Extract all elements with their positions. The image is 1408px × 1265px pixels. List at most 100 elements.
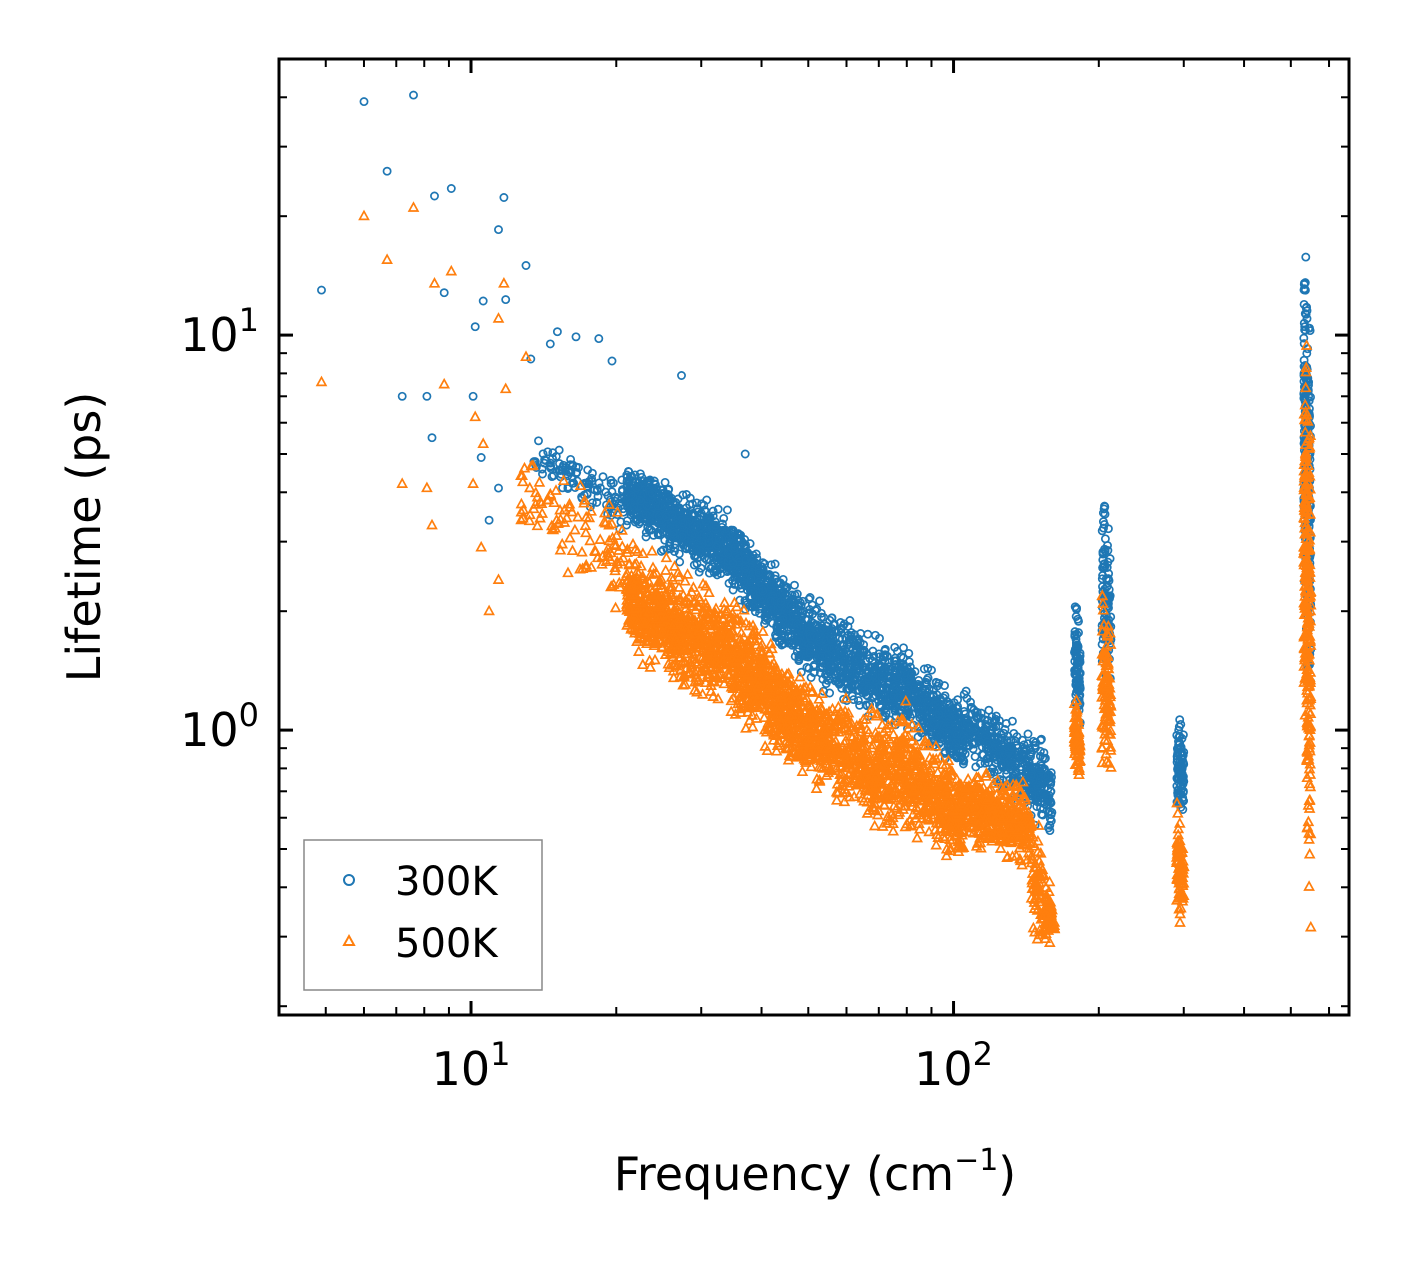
data-point-500k (533, 476, 546, 487)
data-point-300k (777, 640, 787, 650)
data-point-500k (761, 679, 773, 691)
data-point-500k (746, 720, 759, 732)
data-point-500k (707, 690, 719, 701)
data-point-300k (470, 322, 480, 332)
data-point-500k (727, 612, 739, 623)
data-point-300k (815, 596, 825, 606)
data-point-300k (656, 546, 666, 556)
data-point-300k (740, 449, 750, 459)
data-point-500k (740, 722, 752, 733)
data-point-300k (1174, 737, 1183, 746)
data-point-300k (881, 708, 891, 718)
data-point-500k (649, 594, 662, 605)
data-point-300k (1175, 715, 1185, 725)
data-point-300k (593, 492, 603, 502)
data-point-300k (793, 595, 803, 605)
data-point-500k (749, 634, 762, 646)
data-point-300k (642, 501, 652, 511)
data-point-500k (689, 675, 701, 687)
data-point-500k (603, 534, 616, 546)
data-point-500k (772, 709, 785, 721)
data-point-300k (543, 447, 553, 457)
data-point-500k (550, 484, 562, 495)
data-point-300k (723, 549, 733, 558)
data-point-500k (694, 650, 707, 662)
data-point-300k (635, 469, 645, 479)
data-point-300k (632, 515, 642, 525)
data-point-300k (712, 570, 722, 580)
data-point-300k (983, 715, 993, 725)
data-point-500k (757, 625, 769, 636)
data-point-500k (680, 602, 692, 613)
data-point-300k (996, 759, 1006, 769)
data-point-300k (1045, 826, 1055, 836)
data-point-300k (789, 638, 799, 648)
data-point-500k (637, 615, 650, 626)
data-point-500k (628, 626, 641, 638)
data-point-300k (630, 470, 640, 480)
data-point-300k (677, 371, 686, 380)
data-point-500k (665, 643, 678, 654)
data-point-500k (737, 630, 750, 642)
data-point-300k (1072, 670, 1082, 680)
data-point-300k (880, 663, 890, 672)
data-point-300k (724, 578, 734, 588)
data-point-500k (730, 642, 742, 654)
data-point-300k (427, 433, 437, 443)
data-point-300k (825, 688, 835, 698)
data-point-300k (594, 334, 604, 344)
data-point-500k (662, 657, 675, 669)
data-point-500k (675, 613, 687, 624)
data-point-300k (501, 295, 511, 305)
data-point-500k (721, 605, 734, 616)
data-point-300k (704, 531, 714, 541)
data-point-500k (621, 619, 633, 630)
data-point-300k (729, 579, 739, 589)
data-point-300k (708, 511, 718, 521)
data-point-500k (729, 660, 742, 671)
data-point-500k (688, 684, 701, 695)
data-point-300k (826, 634, 836, 644)
data-point-500k (734, 614, 747, 626)
data-point-300k (1175, 738, 1185, 748)
data-point-500k (516, 475, 529, 487)
data-point-500k (800, 692, 813, 703)
data-point-500k (782, 676, 794, 687)
data-point-500k (732, 672, 744, 683)
data-point-300k (1038, 753, 1048, 763)
data-point-500k (755, 644, 768, 656)
data-point-300k (677, 522, 687, 532)
data-point-300k (1075, 655, 1085, 665)
data-point-300k (971, 762, 981, 772)
data-point-300k (647, 488, 657, 498)
data-point-300k (725, 538, 735, 548)
data-point-300k (822, 652, 832, 661)
data-point-500k (635, 559, 647, 571)
data-point-500k (542, 493, 555, 505)
data-point-300k (853, 696, 863, 706)
data-point-500k (621, 543, 634, 554)
data-point-300k (904, 705, 913, 715)
data-point-500k (760, 725, 773, 737)
data-point-500k (724, 629, 736, 641)
data-point-500k (746, 657, 759, 669)
data-point-500k (749, 697, 761, 709)
data-point-300k (592, 497, 602, 507)
data-point-300k (999, 752, 1009, 761)
data-point-300k (772, 621, 782, 631)
data-point-300k (446, 184, 456, 193)
data-point-500k (653, 574, 665, 586)
data-point-300k (960, 749, 970, 759)
data-point-300k (674, 549, 684, 559)
data-point-300k (982, 737, 992, 747)
data-point-500k (574, 479, 587, 490)
data-point-500k (693, 590, 705, 602)
data-point-300k (1098, 563, 1108, 573)
data-point-300k (843, 621, 853, 631)
data-point-500k (711, 661, 724, 673)
data-point-300k (657, 489, 667, 499)
data-point-500k (557, 474, 570, 486)
data-point-500k (730, 600, 743, 612)
data-point-300k (766, 580, 776, 590)
